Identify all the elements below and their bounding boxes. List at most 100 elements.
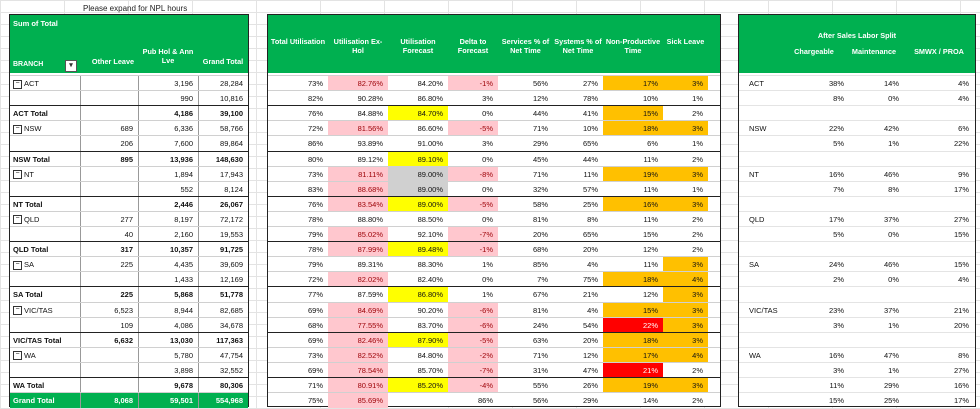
col-services-pct: Services % of Net Time xyxy=(501,37,550,55)
metric-value: 81.11% xyxy=(328,166,388,182)
collapse-icon[interactable]: − xyxy=(13,124,22,134)
metric-value: 12% xyxy=(582,350,598,360)
split-row xyxy=(739,286,975,302)
metrics-row: 76% 84.88% 84.70% 0% 44% 41% 15% 2% xyxy=(268,105,720,122)
metric-value: 92.10% xyxy=(417,230,443,239)
metric-value xyxy=(388,393,448,408)
metric-value: 3% xyxy=(663,257,708,273)
branch-total-row: NSW Total 895 13,936 148,630 xyxy=(10,150,248,167)
metric-value: -4% xyxy=(448,378,498,394)
metric-value: 4% xyxy=(663,347,708,363)
branch-total-row: VIC/TAS Total 6,632 13,030 117,363 xyxy=(10,331,248,348)
metrics-row: 73% 82.52% 84.80% -2% 71% 12% 17% 4% xyxy=(268,346,720,363)
metric-value: 22% xyxy=(603,317,663,333)
metric-value: 15% xyxy=(603,106,663,122)
split-value: 4% xyxy=(958,79,969,88)
metric-value: 69% xyxy=(307,365,323,375)
col-total-utilisation: Total Utilisation xyxy=(270,37,326,46)
pivot-value: 58,766 xyxy=(198,121,248,137)
metric-value: 73% xyxy=(307,350,323,360)
metric-value: 10% xyxy=(642,94,658,104)
metric-value: 84.20% xyxy=(417,79,443,88)
grand-total-row: Grand Total 8,068 59,501 554,968 xyxy=(10,392,248,409)
branch-name: NT Total xyxy=(13,199,43,209)
split-value xyxy=(904,333,974,348)
pivot-value: 5,780 xyxy=(138,347,198,363)
row-label[interactable]: − NSW xyxy=(13,121,79,136)
metric-value: 71% xyxy=(532,169,548,179)
metric-value: -6% xyxy=(448,317,498,333)
split-row xyxy=(739,241,975,257)
split-value: 16% xyxy=(953,381,969,390)
pivot-value: 990 xyxy=(138,91,198,107)
split-value: 5% xyxy=(833,230,844,239)
metric-value: 82.52% xyxy=(328,347,388,363)
row-label xyxy=(13,91,79,106)
pivot-value: 3,196 xyxy=(138,76,198,92)
row-label[interactable]: − SA xyxy=(13,257,79,272)
pivot-value: 8,944 xyxy=(138,302,198,318)
filter-icon[interactable]: ▾ xyxy=(65,60,77,72)
branch-name: QLD xyxy=(24,214,40,224)
metric-value: 3% xyxy=(663,302,708,318)
row-label: NT Total xyxy=(13,197,79,212)
pivot-value: 10,816 xyxy=(198,91,248,107)
col-delta-forecast: Delta to Forecast xyxy=(457,37,489,55)
metric-value: 12% xyxy=(642,290,658,300)
pivot-value: 17,943 xyxy=(198,166,248,182)
metrics-row: 71% 80.91% 85.20% -4% 55% 26% 19% 3% xyxy=(268,377,720,394)
pivot-value: 206 xyxy=(80,136,138,152)
split-value: 22% xyxy=(828,124,844,134)
metric-value: 2% xyxy=(692,365,703,375)
metric-value: 85.20% xyxy=(388,378,448,394)
split-value: 37% xyxy=(883,214,899,224)
collapse-icon[interactable]: − xyxy=(13,79,22,89)
split-row: VIC/TAS 23% 37% 21% xyxy=(739,301,975,318)
split-row: 15% 25% 17% xyxy=(739,392,975,408)
table-row: 990 10,816 xyxy=(10,90,248,107)
collapse-icon[interactable]: − xyxy=(13,170,22,180)
pivot-value: 6,336 xyxy=(138,121,198,137)
pivot-title: Sum of Total xyxy=(13,19,58,28)
split-value xyxy=(844,287,904,302)
metric-value: 77.55% xyxy=(328,317,388,333)
pivot-value: 5,868 xyxy=(138,287,198,303)
metric-value: 15% xyxy=(642,230,658,239)
collapse-icon[interactable]: − xyxy=(13,260,22,270)
metric-value: 8% xyxy=(587,214,598,224)
metric-value: 20% xyxy=(532,230,548,239)
row-label[interactable]: − VIC/TAS xyxy=(13,303,79,318)
metric-value: 24% xyxy=(532,320,548,330)
collapse-icon[interactable]: − xyxy=(13,351,22,361)
metric-value: 84.80% xyxy=(417,350,443,360)
metric-value: -2% xyxy=(448,347,498,363)
row-label[interactable]: − QLD xyxy=(13,212,79,227)
metric-value: 83% xyxy=(307,184,323,194)
pivot-value: 689 xyxy=(80,121,138,137)
split-value: 7% xyxy=(833,184,844,194)
row-label[interactable]: − ACT xyxy=(13,76,79,91)
branch-name: ACT Total xyxy=(13,109,48,119)
metric-value: 11% xyxy=(583,169,598,179)
metric-value: 54% xyxy=(582,320,598,330)
pivot-value: 6,523 xyxy=(80,302,138,318)
collapse-icon[interactable]: − xyxy=(13,215,22,225)
pivot-value: 225 xyxy=(80,257,138,273)
row-label: QLD Total xyxy=(13,242,79,257)
metric-value: 14% xyxy=(642,396,658,406)
split-value: 47% xyxy=(883,350,899,360)
row-label[interactable]: − NT xyxy=(13,167,79,182)
split-value xyxy=(844,152,904,167)
row-label xyxy=(13,363,79,378)
row-label[interactable]: − WA xyxy=(13,348,79,363)
metric-value: 85.70% xyxy=(417,365,443,375)
metric-value: 25% xyxy=(582,199,598,209)
collapse-icon[interactable]: − xyxy=(13,306,22,316)
pivot-value: 7,600 xyxy=(138,136,198,152)
metric-value: -5% xyxy=(448,332,498,348)
metric-value: 76% xyxy=(307,199,323,209)
metric-value: 32% xyxy=(532,184,548,194)
table-row: − VIC/TAS 6,523 8,944 82,685 xyxy=(10,301,248,318)
branch-label: BRANCH xyxy=(13,61,44,68)
pivot-value: 4,186 xyxy=(138,106,198,122)
